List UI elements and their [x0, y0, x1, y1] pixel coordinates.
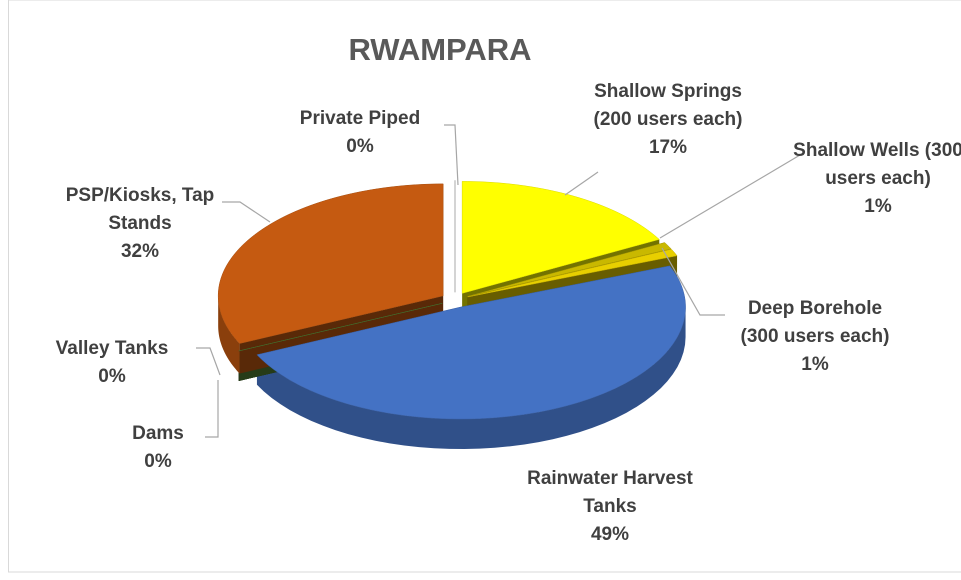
value-label: 1% — [864, 196, 892, 217]
chart-border — [8, 0, 961, 573]
leader-line — [444, 124, 459, 186]
slice-label: Shallow Springs (200 users each) 17% — [593, 78, 743, 162]
slice-label: PSP/Kiosks, Tap Stands 32% — [55, 182, 225, 266]
category-name: Private Piped — [299, 108, 421, 129]
leader-line — [205, 380, 219, 438]
slice-label: Dams 0% — [103, 420, 213, 476]
slice — [256, 265, 686, 420]
leader-line — [659, 154, 801, 239]
leader-line — [222, 201, 271, 223]
slice-label: Valley Tanks 0% — [32, 335, 192, 391]
slice-label: Shallow Wells (300 users each) 1% — [793, 137, 961, 221]
value-label: 49% — [590, 524, 630, 545]
slice-side — [256, 307, 686, 450]
value-label: 32% — [120, 241, 160, 262]
slice-label: Rainwater Harvest Tanks 49% — [510, 465, 710, 549]
category-name: Dams — [132, 423, 184, 444]
category-name: Shallow Wells (300 users each) — [793, 140, 961, 189]
leader-line — [564, 171, 599, 196]
slice-label: Private Piped 0% — [265, 105, 455, 161]
category-name: Deep Borehole (300 users each) — [740, 298, 890, 347]
value-label: 0% — [144, 451, 172, 472]
leader-line — [196, 347, 221, 376]
slice — [461, 181, 660, 294]
value-label: 1% — [801, 354, 829, 375]
category-name: Rainwater Harvest Tanks — [527, 468, 693, 517]
value-label: 0% — [98, 366, 126, 387]
category-name: Valley Tanks — [55, 338, 169, 359]
leader-line — [661, 247, 725, 316]
slice — [467, 248, 678, 298]
category-name: PSP/Kiosks, Tap Stands — [65, 185, 215, 234]
value-label: 0% — [346, 136, 374, 157]
slice — [217, 183, 444, 344]
chart-title: RWAMPARA — [348, 32, 532, 67]
slice — [467, 242, 672, 297]
value-label: 17% — [648, 137, 688, 158]
slice-side — [218, 295, 240, 374]
category-name: Shallow Springs (200 users each) — [593, 81, 743, 130]
slice-label: Deep Borehole (300 users each) 1% — [730, 295, 900, 379]
